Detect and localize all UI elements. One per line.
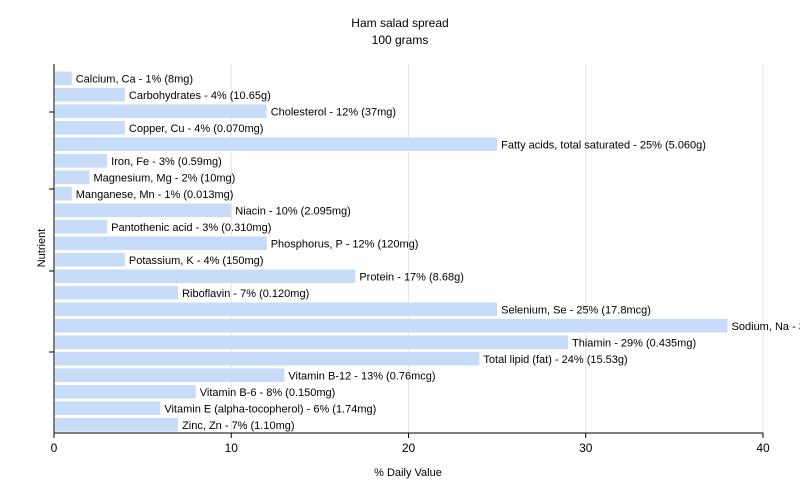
bar-label: Riboflavin - 7% (0.120mg) [182,288,309,300]
bar [55,269,356,284]
bar-label: Selenium, Se - 25% (17.8mcg) [501,304,651,316]
bar-label: Copper, Cu - 4% (0.070mg) [129,123,264,135]
bar [55,203,232,218]
bar-label: Manganese, Mn - 1% (0.013mg) [76,189,234,201]
bars: Calcium, Ca - 1% (8mg) Carbohydrates - 4%… [55,71,800,432]
bar-label: Vitamin B-12 - 13% (0.76mcg) [288,370,435,382]
x-axis-title: % Daily Value [374,467,442,479]
bar [55,401,161,416]
bar-label: Magnesium, Mg - 2% (10mg) [93,172,235,184]
bar [55,104,267,119]
bar [55,186,72,201]
bar [55,71,72,86]
bar [55,351,480,366]
bar-label: Potassium, K - 4% (150mg) [129,255,264,267]
bar-label: Phosphorus, P - 12% (120mg) [271,238,419,250]
bar [55,384,196,399]
bar [55,318,728,333]
x-tick-label: 40 [756,441,770,455]
chart-title: Ham salad spread [351,16,448,30]
bar [55,368,285,383]
bar [55,285,179,300]
bar [55,335,569,350]
bar [55,252,125,267]
axes: 0 10 20 30 40 [49,64,770,455]
bar-label: Iron, Fe - 3% (0.59mg) [111,156,222,168]
chart-subtitle: 100 grams [372,33,429,47]
bar [55,153,108,168]
bar-label: Carbohydrates - 4% (10.65g) [129,90,271,102]
bar-label: Pantothenic acid - 3% (0.310mg) [111,222,271,234]
x-tick-label: 10 [225,441,239,455]
bar-label: Fatty acids, total saturated - 25% (5.06… [501,139,706,151]
x-tick-label: 30 [579,441,593,455]
bar-label: Niacin - 10% (2.095mg) [235,205,351,217]
bar-label: Protein - 17% (8.68g) [359,271,464,283]
x-tick-label: 0 [51,441,58,455]
bar-label: Total lipid (fat) - 24% (15.53g) [483,354,627,366]
bar-label: Thiamin - 29% (0.435mg) [572,337,696,349]
bar-label: Vitamin E (alpha-tocopherol) - 6% (1.74m… [164,403,376,415]
x-tick-label: 20 [402,441,416,455]
bar-label: Vitamin B-6 - 8% (0.150mg) [200,387,336,399]
bar [55,170,90,185]
bar [55,87,125,102]
bar [55,236,267,251]
bar-label: Sodium, Na - 38% (912mg) [732,321,800,333]
bar [55,302,498,317]
bar [55,417,179,432]
bar [55,219,108,234]
y-axis-title: Nutrient [36,229,48,268]
bar [55,137,498,152]
bar-label: Zinc, Zn - 7% (1.10mg) [182,420,294,432]
bar [55,120,125,135]
bar-label: Cholesterol - 12% (37mg) [271,106,396,118]
bar-label: Calcium, Ca - 1% (8mg) [76,73,193,85]
